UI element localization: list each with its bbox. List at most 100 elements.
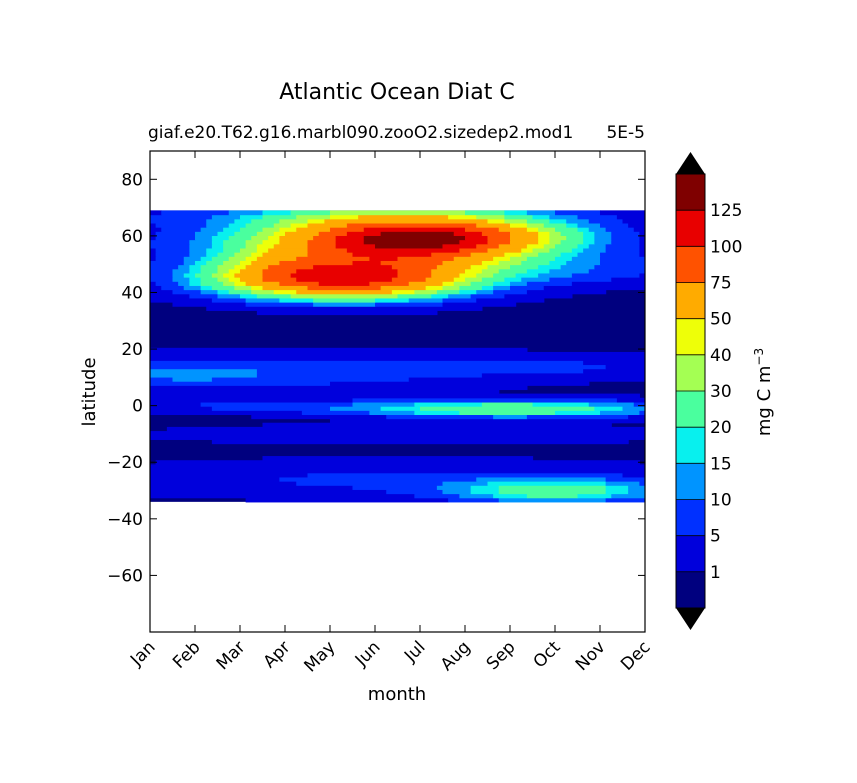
contour-cell (150, 281, 157, 286)
contour-cell (375, 297, 410, 303)
contour-cell (307, 247, 348, 253)
contour-cell (256, 247, 269, 253)
contour-cell (195, 235, 213, 241)
contour-cell (560, 239, 584, 245)
x-tick-label: Sep (483, 637, 520, 674)
contour-cell (611, 277, 645, 282)
contour-cell (363, 239, 460, 245)
contour-cell (616, 214, 645, 220)
contour-cell (200, 285, 213, 291)
contour-cell (313, 302, 376, 307)
contour-cell (431, 272, 460, 278)
contour-cell (330, 210, 466, 216)
contour-cell (335, 235, 365, 241)
y-tick-label: 80 (121, 170, 143, 190)
contour-cell (245, 281, 280, 286)
contour-cell (150, 472, 309, 478)
contour-cell (150, 272, 174, 278)
contour-cell (346, 222, 477, 228)
contour-cell (150, 297, 213, 303)
contour-cell (217, 293, 241, 299)
contour-cell (330, 418, 645, 424)
contour-cell (521, 277, 550, 282)
contour-cell (256, 293, 292, 299)
contour-cell (639, 410, 645, 416)
contour-cell (470, 489, 500, 495)
contour-cell (521, 247, 534, 253)
contour-cell (245, 243, 258, 249)
contour-cell (335, 239, 365, 245)
contour-cell (622, 472, 645, 478)
contour-cell (150, 485, 354, 490)
colorbar-segment (676, 318, 705, 356)
contour-cell (313, 264, 393, 270)
contour-cell (566, 260, 601, 266)
contour-cell (549, 239, 562, 245)
contour-cell (442, 489, 472, 495)
contour-cell (465, 227, 500, 232)
contour-cell (425, 285, 444, 291)
contour-cell (583, 247, 607, 253)
contour-cell (442, 281, 455, 286)
contour-cell (150, 360, 584, 366)
contour-cell (498, 489, 607, 495)
contour-cell (504, 252, 522, 257)
contour-cell (583, 231, 595, 236)
contour-cell (453, 277, 466, 282)
contour-cell (352, 401, 415, 407)
contour-cell (442, 243, 477, 249)
contour-cell (262, 210, 292, 216)
contour-cell (223, 239, 247, 245)
contour-cell (588, 243, 607, 249)
contour-cell (448, 497, 500, 503)
contour-cell (532, 401, 590, 407)
contour-cell (150, 227, 162, 232)
contour-cell (487, 239, 511, 245)
contour-cell (504, 277, 522, 282)
contour-cell (296, 277, 393, 282)
contour-cell (352, 260, 382, 266)
colorbar-segment (676, 174, 705, 211)
contour-cell (628, 414, 645, 420)
contour-cell (476, 214, 505, 220)
contour-cell (251, 260, 280, 266)
contour-cell (150, 252, 157, 257)
contour-cell (628, 222, 645, 228)
colorbar-label-superscript: −3 (752, 348, 766, 366)
contour-cell (296, 214, 331, 220)
contour-cell (217, 252, 235, 257)
contour-cell (358, 214, 449, 220)
contour-cell (600, 410, 640, 416)
colorbar-segment (676, 354, 705, 392)
colorbar-segment (676, 571, 705, 609)
contour-cell (290, 272, 399, 278)
contour-cell (335, 243, 376, 249)
contour-cell (549, 268, 590, 274)
contour-cell (549, 231, 562, 236)
contour-cell (504, 218, 528, 224)
contour-cell (150, 481, 297, 486)
contour-cell (453, 231, 483, 236)
contour-cell (470, 281, 494, 286)
contour-cell (150, 351, 645, 357)
chart-subtitle-right: 5E-5 (606, 123, 645, 143)
contour-cell (178, 281, 190, 286)
contour-cell (155, 231, 196, 236)
contour-cell (481, 401, 534, 407)
contour-cell (150, 347, 528, 353)
contour-cell (538, 235, 550, 241)
contour-cell (296, 227, 331, 232)
contour-cell (256, 372, 483, 378)
contour-cell (408, 376, 645, 382)
contour-cell (459, 272, 477, 278)
contour-cell (150, 493, 415, 499)
contour-cell (594, 264, 645, 270)
contour-cell (150, 256, 157, 261)
contour-cell (217, 231, 235, 236)
contour-cell (555, 210, 601, 216)
contour-cell (172, 268, 190, 274)
contour-cell (161, 285, 185, 291)
contour-cell (245, 239, 264, 245)
colorbar-tick-label: 40 (710, 346, 732, 366)
contour-cell (234, 218, 252, 224)
